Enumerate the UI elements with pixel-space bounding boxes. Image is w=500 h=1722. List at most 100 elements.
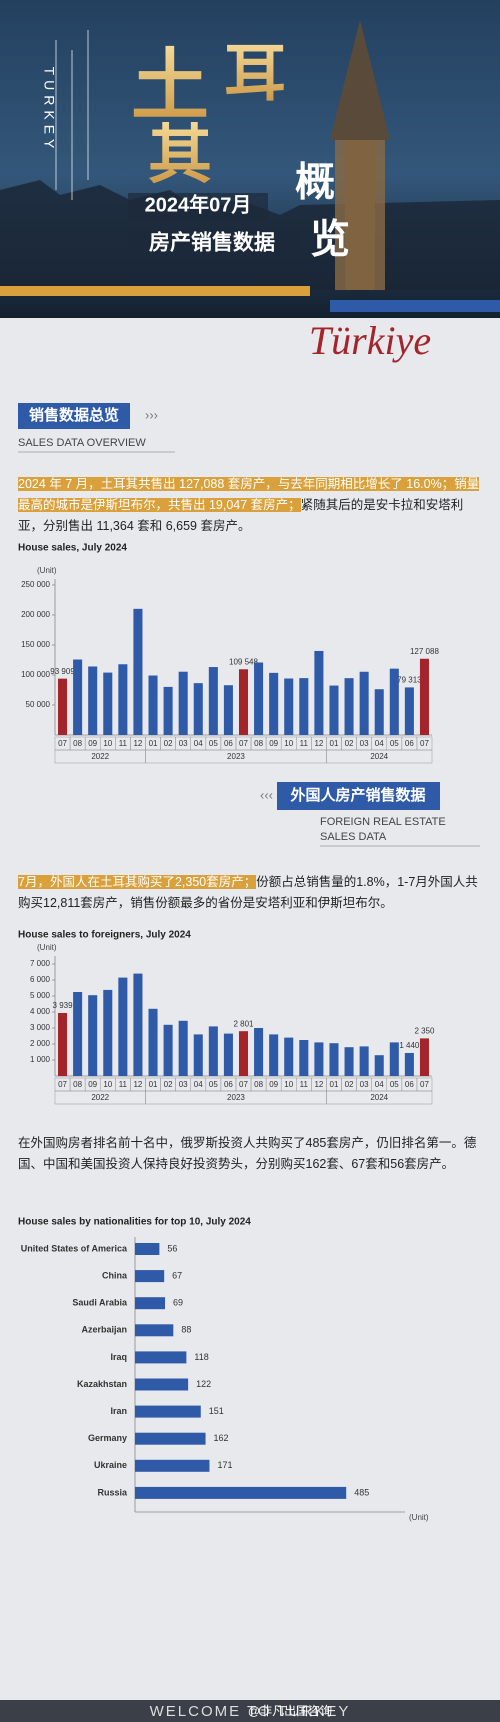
- x-tick-label: 12: [133, 739, 142, 748]
- x-tick-label: 10: [284, 739, 293, 748]
- bar: [223, 1033, 233, 1076]
- x-tick-label: 08: [73, 739, 82, 748]
- y-tick-label: Russia: [97, 1487, 128, 1497]
- y-tick-label: Saudi Arabia: [72, 1298, 128, 1308]
- bar: [344, 678, 354, 735]
- paragraph-text: 紧随其后的是安卡拉和安塔利亚，分别售出 11,364 套和 6,659 套房产。: [18, 498, 464, 533]
- x-tick-label: 10: [103, 1080, 112, 1089]
- x-tick-label: 07: [239, 1080, 248, 1089]
- x-tick-label: 12: [133, 1080, 142, 1089]
- x-tick-label: 04: [194, 739, 203, 748]
- x-tick-label: 09: [269, 739, 278, 748]
- arrows: ›››: [145, 407, 158, 422]
- unit-label: (Unit): [37, 943, 57, 952]
- bar: [238, 669, 249, 735]
- x-tick-label: 11: [300, 739, 309, 748]
- value-label: 2 801: [233, 1019, 254, 1028]
- y-tick-label: 3 000: [30, 1023, 51, 1032]
- y-tick-label: 200 000: [21, 610, 50, 619]
- paragraph: 2024 年 7 月，土耳其共售出 127,088 套房产，与去年同期相比增长了…: [18, 474, 484, 537]
- x-tick-label: 01: [149, 1080, 158, 1089]
- bar: [148, 675, 158, 735]
- paragraph: 在外国购房者排名前十名中，俄罗斯投资人共购买了485套房产，仍旧排名第一。德国、…: [18, 1133, 484, 1175]
- paragraph-text: 份额占总销售量的1.8%，1-7月外国人共购买12,811套房产，销售份额最多的…: [18, 875, 478, 910]
- x-tick-label: 01: [330, 739, 339, 748]
- x-tick-label: 03: [360, 1080, 369, 1089]
- section-subtitle: SALES DATA: [320, 831, 387, 843]
- x-tick-label: 06: [224, 1080, 233, 1089]
- bar: [314, 650, 324, 735]
- section-title: 外国人房产销售数据: [289, 786, 425, 804]
- year-label: 2023: [227, 1093, 245, 1102]
- y-tick-label: 50 000: [26, 700, 51, 709]
- x-tick-label: 01: [149, 739, 158, 748]
- y-tick-label: Ukraine: [94, 1460, 127, 1470]
- bar: [135, 1459, 210, 1472]
- x-tick-label: 10: [103, 739, 112, 748]
- bar: [73, 659, 83, 735]
- x-tick-label: 09: [269, 1080, 278, 1089]
- value-label: 88: [181, 1325, 191, 1335]
- y-tick-label: 100 000: [21, 670, 50, 679]
- subtitle-bg: [128, 230, 298, 258]
- y-tick-label: 250 000: [21, 580, 50, 589]
- year-box: [326, 749, 433, 764]
- arrows: ‹‹‹: [260, 787, 273, 802]
- y-tick-label: 150 000: [21, 640, 50, 649]
- bar: [374, 1055, 384, 1076]
- value-label: 56: [167, 1243, 177, 1253]
- bar: [284, 1037, 294, 1076]
- bar: [389, 1042, 399, 1076]
- y-tick-label: 1 000: [30, 1055, 51, 1064]
- x-tick-label: 05: [390, 1080, 399, 1089]
- x-tick-label: 07: [58, 1080, 67, 1089]
- bar: [103, 989, 113, 1076]
- value-label: 118: [194, 1352, 208, 1362]
- bar: [118, 977, 128, 1076]
- bar: [389, 668, 399, 735]
- paragraph: 7月，外国人在土耳其购买了2,350套房产；份额占总销售量的1.8%，1-7月外…: [18, 872, 484, 914]
- bar: [103, 672, 113, 735]
- y-tick-label: Kazakhstan: [77, 1379, 127, 1389]
- bar: [284, 678, 294, 735]
- bar: [135, 1351, 187, 1364]
- bar: [58, 678, 68, 735]
- x-tick-label: 02: [345, 739, 354, 748]
- script-title: Türkiye: [309, 318, 431, 363]
- section-title: 销售数据总览: [29, 406, 119, 424]
- x-tick-label: 05: [390, 739, 399, 748]
- x-tick-label: 06: [405, 1080, 414, 1089]
- value-label: 79 313: [397, 676, 422, 685]
- chart-title: House sales, July 2024: [18, 543, 127, 554]
- bar: [329, 1043, 339, 1076]
- x-tick-label: 11: [119, 739, 128, 748]
- y-tick-label: Iran: [110, 1406, 127, 1416]
- bar: [374, 689, 384, 735]
- x-tick-label: 07: [239, 739, 248, 748]
- bar: [359, 671, 369, 735]
- value-label: 151: [209, 1406, 224, 1416]
- y-tick-label: Germany: [88, 1433, 127, 1443]
- section-subtitle: SALES DATA OVERVIEW: [18, 437, 146, 449]
- x-tick-label: 03: [179, 739, 188, 748]
- x-tick-label: 12: [314, 739, 323, 748]
- bar: [88, 666, 98, 735]
- overview-char: 览: [310, 218, 350, 262]
- x-tick-label: 01: [330, 1080, 339, 1089]
- value-label: 127 088: [410, 647, 439, 656]
- bar: [269, 1034, 279, 1076]
- chart-title: House sales by nationalities for top 10,…: [18, 1217, 251, 1228]
- x-tick-label: 05: [209, 739, 218, 748]
- bar: [344, 1047, 354, 1076]
- footer-bg: [0, 1700, 500, 1722]
- bar: [299, 1040, 309, 1076]
- x-tick-label: 06: [224, 739, 233, 748]
- year-label: 2023: [227, 752, 245, 761]
- x-tick-label: 10: [284, 1080, 293, 1089]
- x-tick-label: 11: [300, 1080, 309, 1089]
- y-tick-label: 5 000: [30, 991, 51, 1000]
- x-tick-label: 02: [164, 1080, 173, 1089]
- x-tick-label: 08: [73, 1080, 82, 1089]
